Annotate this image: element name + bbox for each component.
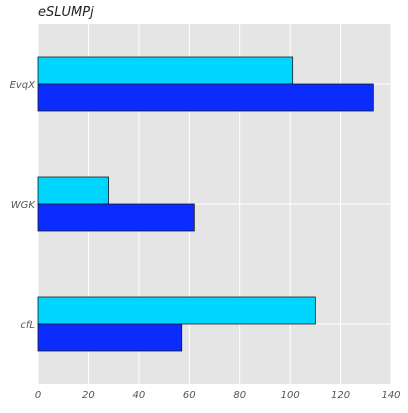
x-tick-label: 20 (82, 390, 95, 401)
x-tick-label: 100 (281, 390, 300, 401)
x-tick-label: 120 (331, 390, 350, 401)
y-tick-label: cfL (20, 320, 35, 331)
bar-EvqX-series-2 (37, 83, 374, 112)
bar-cfL-series-2 (37, 323, 183, 352)
bar-EvqX-series-1 (37, 56, 294, 85)
x-tick-label: 40 (132, 390, 145, 401)
chart-title: eSLUMPj (38, 5, 94, 20)
bars (37, 56, 374, 352)
bar-cfL-series-1 (37, 296, 316, 325)
bar-WGK-series-1 (37, 176, 109, 205)
x-tick-label: 0 (35, 390, 41, 401)
x-tick-labels: 0 20 40 60 80 100 120 140 (35, 390, 401, 401)
bar-WGK-series-2 (37, 203, 195, 232)
x-tick-label: 140 (381, 390, 400, 401)
y-tick-label: WGK (11, 200, 37, 211)
x-tick-label: 60 (183, 390, 196, 401)
x-tick-label: 80 (233, 390, 246, 401)
y-tick-labels: EvqX WGK cfL (10, 80, 37, 331)
y-tick-label: EvqX (10, 80, 37, 91)
